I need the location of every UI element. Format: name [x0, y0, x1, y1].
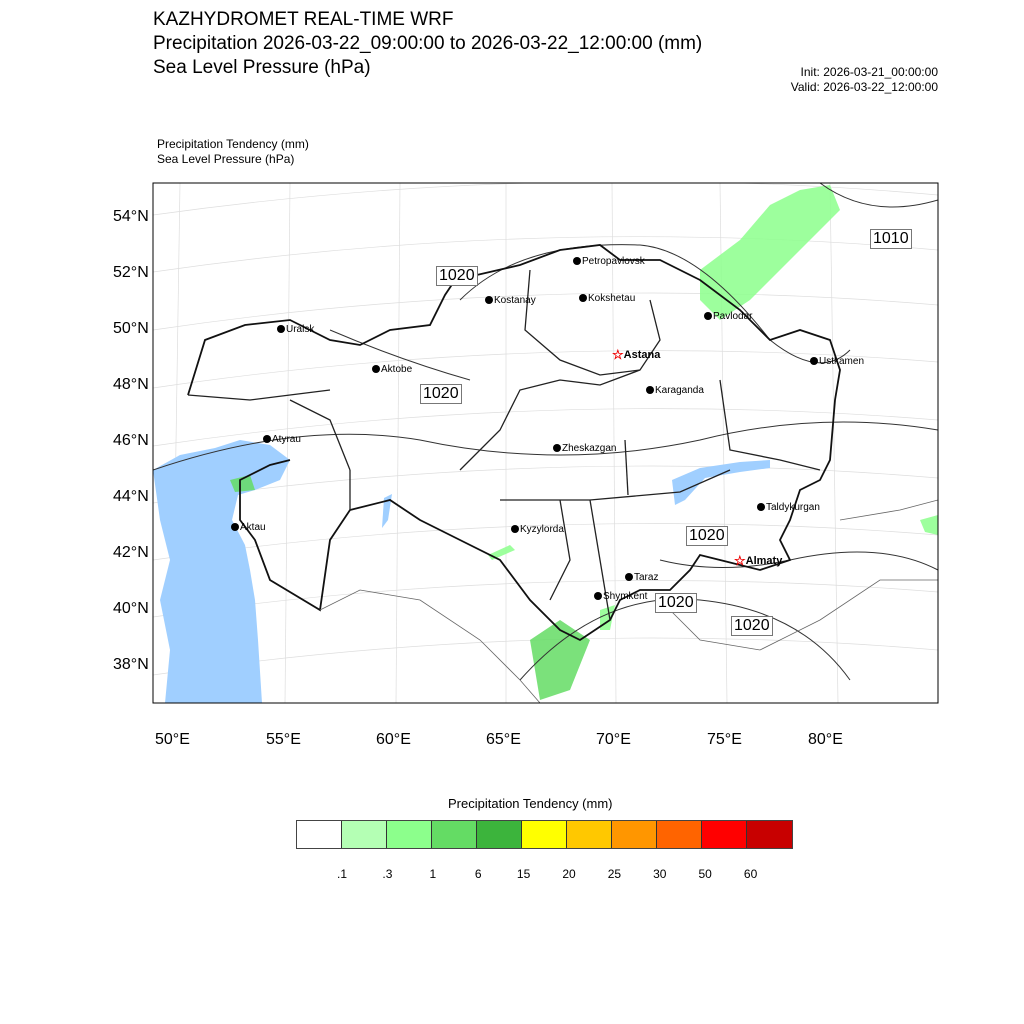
lat-label: 52°N [113, 264, 149, 281]
colorbar-label: 1 [429, 867, 437, 881]
colorbar-label: 60 [743, 867, 758, 881]
lat-label: 50°N [113, 320, 149, 337]
lon-label: 55°E [266, 731, 301, 748]
city-dot-icon [757, 503, 765, 512]
lon-label: 70°E [596, 731, 631, 748]
colorbar-swatch [387, 821, 432, 848]
colorbar-swatch [432, 821, 477, 848]
valid-time: Valid: 2026-03-22_12:00:00 [790, 80, 938, 94]
lon-label: 80°E [808, 731, 843, 748]
colorbar-swatch [747, 821, 792, 848]
colorbar-label: .1 [336, 867, 348, 881]
city-marker: Taldykurgan [757, 502, 820, 513]
lat-label: 54°N [113, 208, 149, 225]
city-marker: Shymkent [594, 591, 647, 602]
city-dot-icon [277, 325, 285, 334]
city-marker: Ustkamen [810, 356, 864, 367]
isobar-label: 1010 [870, 229, 912, 249]
lat-label: 46°N [113, 432, 149, 449]
colorbar-swatch [297, 821, 342, 848]
city-dot-icon [231, 523, 239, 532]
capital-marker: ☆Astana [612, 347, 661, 362]
isobar-label: 1020 [686, 526, 728, 546]
city-dot-icon [704, 312, 712, 321]
colorbar-label: .3 [382, 867, 393, 881]
star-icon: ☆ [734, 553, 746, 568]
colorbar-label: 25 [607, 867, 622, 881]
colorbar-title: Precipitation Tendency (mm) [448, 796, 613, 811]
city-dot-icon [594, 592, 602, 601]
lat-label: 40°N [113, 600, 149, 617]
city-marker: Taraz [625, 572, 658, 583]
colorbar-label: 20 [562, 867, 576, 881]
colorbar-swatch [567, 821, 612, 848]
city-dot-icon [646, 386, 654, 395]
isobar-label: 1020 [655, 593, 697, 613]
colorbar-swatch [477, 821, 522, 848]
lat-label: 42°N [113, 544, 149, 561]
colorbar [296, 820, 793, 849]
city-marker: Kyzylorda [511, 524, 564, 535]
title-line-2: Precipitation 2026-03-22_09:00:00 to 202… [153, 33, 703, 54]
isobar-label: 1020 [420, 384, 462, 404]
colorbar-swatch [342, 821, 387, 848]
city-marker: Uralsk [277, 324, 314, 335]
city-dot-icon [485, 296, 493, 305]
colorbar-swatch [702, 821, 747, 848]
lon-label: 50°E [155, 731, 190, 748]
city-dot-icon [263, 435, 271, 444]
aral-sea [382, 494, 392, 528]
city-dot-icon [573, 257, 581, 266]
city-marker: Atyrau [263, 434, 301, 445]
star-icon: ☆ [612, 347, 624, 362]
title-line-1: KAZHYDROMET REAL-TIME WRF [153, 9, 454, 30]
init-time: Init: 2026-03-21_00:00:00 [800, 65, 938, 79]
city-marker: Petropavlovsk [573, 256, 645, 267]
lat-label: 44°N [113, 488, 149, 505]
region-borders [187, 269, 821, 621]
colorbar-swatch [612, 821, 657, 848]
field-label-slp: Sea Level Pressure (hPa) [157, 152, 295, 166]
country-border [187, 244, 841, 642]
colorbar-swatch [522, 821, 567, 848]
city-marker: Karaganda [646, 385, 704, 396]
colorbar-label: 6 [474, 867, 482, 881]
lon-label: 60°E [376, 731, 411, 748]
city-marker: Kokshetau [579, 293, 635, 304]
city-marker: Pavlodar [704, 311, 752, 322]
capital-marker: ☆Almaty [734, 553, 783, 568]
lat-label: 48°N [113, 376, 149, 393]
caspian-sea [153, 440, 290, 703]
city-dot-icon [625, 573, 633, 582]
colorbar-label: 50 [698, 867, 712, 881]
colorbar-swatch [657, 821, 702, 848]
lon-label: 75°E [707, 731, 742, 748]
city-marker: Aktobe [372, 364, 412, 375]
city-dot-icon [810, 357, 818, 366]
map-frame [152, 182, 939, 704]
city-dot-icon [511, 525, 519, 534]
field-label-precip: Precipitation Tendency (mm) [157, 137, 309, 151]
colorbar-label: 30 [653, 867, 667, 881]
lat-label: 38°N [113, 656, 149, 673]
city-dot-icon [372, 365, 380, 374]
precipitation-areas [230, 185, 938, 700]
city-marker: Aktau [231, 522, 266, 533]
city-marker: Kostanay [485, 295, 536, 306]
lon-label: 65°E [486, 731, 521, 748]
isobar-label: 1020 [731, 616, 773, 636]
city-dot-icon [553, 444, 561, 453]
title-line-3: Sea Level Pressure (hPa) [153, 57, 371, 78]
neighbor-borders [319, 499, 938, 703]
balkhash-lake [672, 460, 770, 505]
city-dot-icon [579, 294, 587, 303]
city-marker: Zheskazgan [553, 443, 616, 454]
colorbar-label: 15 [516, 867, 531, 881]
isobar-label: 1020 [436, 266, 478, 286]
graticule [153, 183, 938, 703]
isobars [153, 183, 938, 681]
